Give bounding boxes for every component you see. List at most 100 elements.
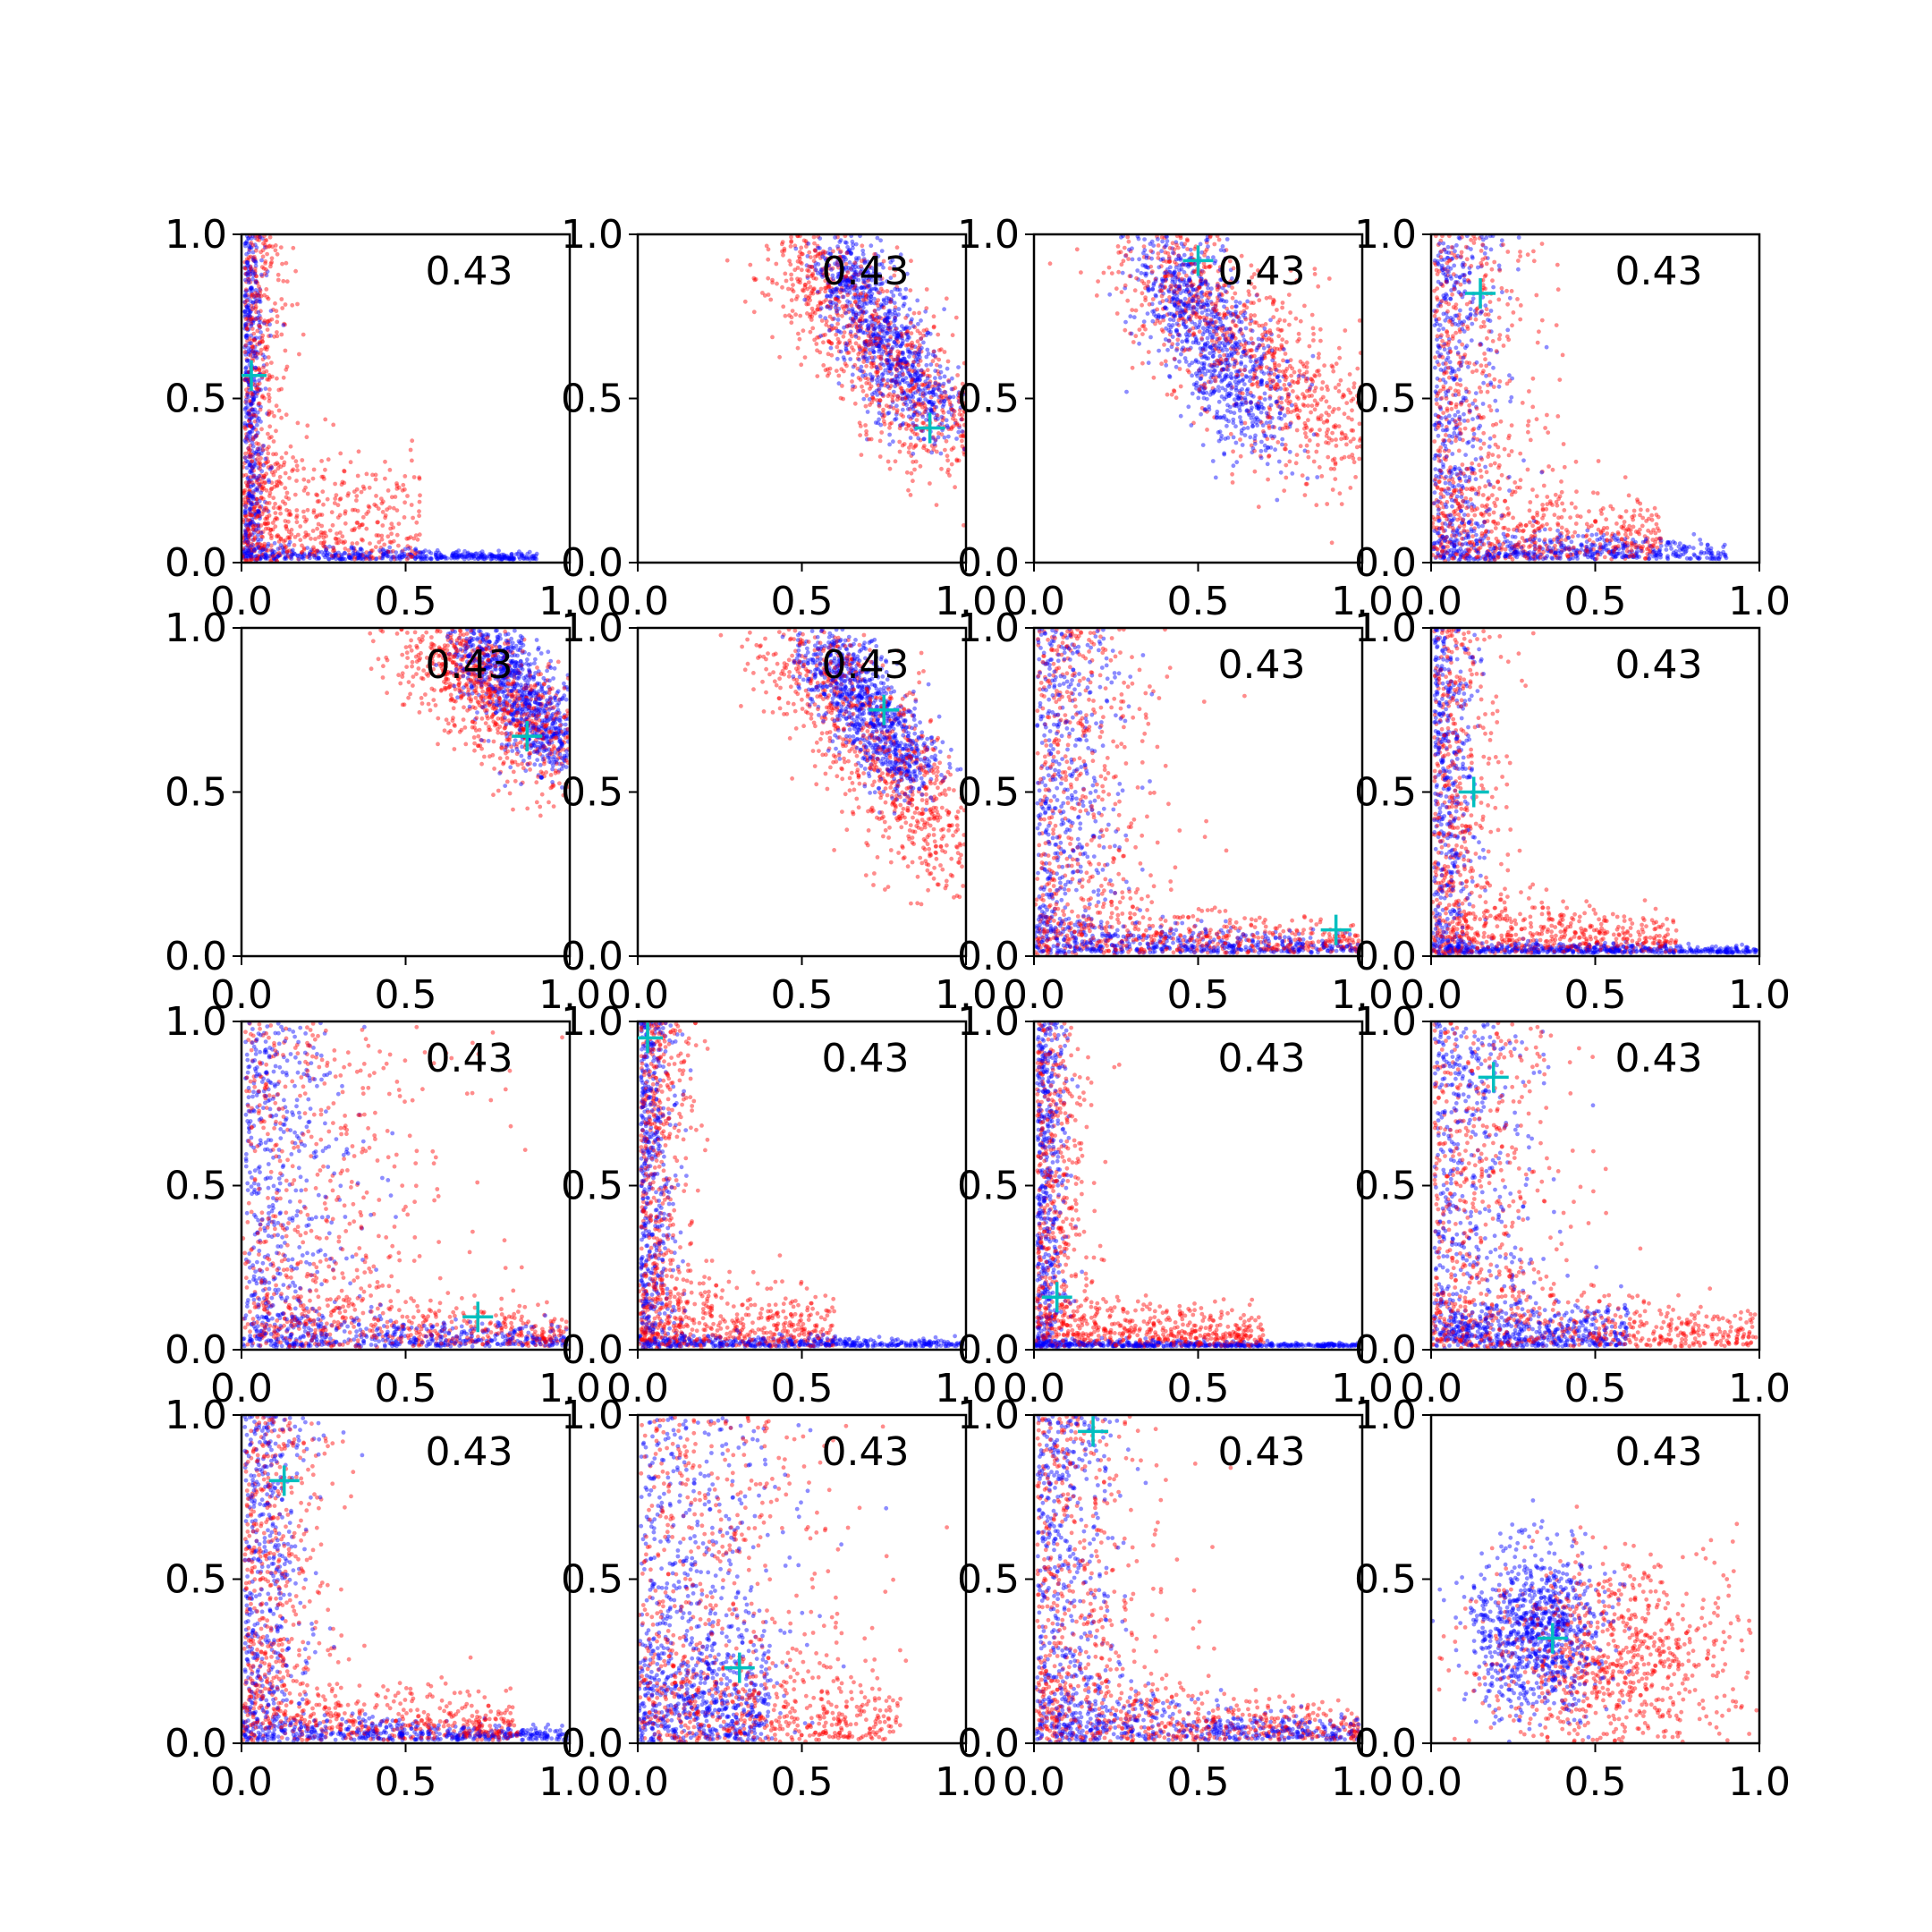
blue-point [246, 280, 251, 285]
blue-point [1251, 367, 1257, 372]
blue-point [873, 420, 878, 425]
blue-point [869, 243, 874, 249]
blue-point [287, 539, 292, 545]
blue-point [1148, 335, 1153, 340]
red-point [1240, 372, 1245, 377]
red-point [820, 270, 825, 275]
blue-point [886, 309, 892, 314]
red-point [1233, 324, 1239, 328]
red-point [867, 436, 871, 442]
red-point [889, 377, 894, 383]
blue-point [340, 556, 344, 562]
red-point [1174, 310, 1180, 316]
blue-point [258, 234, 263, 240]
blue-point [278, 543, 284, 547]
red-point [1153, 277, 1158, 282]
blue-point [255, 316, 260, 320]
blue-point [1249, 393, 1254, 398]
blue-point [1149, 256, 1154, 261]
red-point [250, 452, 255, 457]
red-point [868, 402, 872, 407]
blue-point [902, 356, 907, 361]
red-point [846, 350, 852, 355]
red-point [265, 377, 270, 382]
blue-point [883, 368, 888, 373]
blue-point [245, 548, 250, 553]
blue-point [242, 265, 248, 270]
red-point [1351, 396, 1356, 402]
blue-point [910, 380, 915, 386]
blue-point [1191, 305, 1197, 310]
blue-point [886, 359, 892, 364]
red-point [254, 441, 259, 446]
red-point [811, 234, 817, 240]
red-point [260, 394, 265, 399]
blue-point [519, 553, 524, 557]
red-point [302, 535, 308, 539]
red-point [318, 513, 323, 517]
blue-point [875, 343, 879, 349]
red-point [1279, 400, 1284, 405]
red-point [907, 445, 911, 450]
blue-point [921, 393, 927, 397]
blue-point [249, 324, 254, 328]
blue-point [1216, 285, 1222, 290]
blue-point [1205, 328, 1210, 334]
blue-point [521, 555, 526, 561]
red-point [861, 356, 867, 361]
red-point [258, 316, 263, 321]
blue-point [1107, 292, 1113, 297]
blue-point [1224, 423, 1229, 428]
red-point [262, 521, 267, 526]
blue-point [251, 530, 257, 535]
red-point [260, 254, 266, 259]
blue-point [1248, 375, 1253, 380]
blue-point [253, 487, 258, 492]
blue-point [242, 309, 248, 315]
blue-point [256, 512, 260, 517]
red-point [1265, 436, 1270, 442]
blue-point [844, 324, 850, 329]
red-point [835, 321, 840, 326]
red-point [920, 383, 926, 388]
blue-point [1142, 248, 1148, 253]
red-point [1174, 290, 1180, 295]
red-point [410, 458, 414, 463]
red-point [834, 303, 839, 308]
blue-point [511, 555, 515, 561]
red-point [852, 272, 857, 276]
red-point [275, 330, 279, 335]
red-point [267, 501, 272, 505]
blue-point [267, 322, 272, 327]
blue-point [886, 338, 891, 343]
red-point [250, 527, 256, 532]
red-point [786, 286, 791, 292]
red-point [891, 406, 896, 411]
blue-point [1191, 340, 1196, 345]
red-point [364, 512, 369, 516]
red-point [1298, 444, 1303, 449]
blue-point [844, 241, 849, 245]
red-point [1199, 352, 1203, 358]
red-point [1216, 336, 1221, 342]
red-point [856, 304, 861, 309]
red-point [846, 283, 852, 288]
blue-point [866, 270, 871, 275]
red-point [867, 381, 872, 386]
blue-point [1285, 359, 1291, 364]
blue-point [250, 285, 254, 291]
blue-point [1221, 367, 1226, 372]
blue-point [250, 398, 256, 403]
blue-point [1235, 343, 1240, 348]
red-point [329, 510, 335, 515]
red-point [1216, 268, 1221, 274]
blue-point [846, 265, 851, 270]
red-point [245, 483, 250, 488]
red-point [244, 432, 249, 436]
red-point [242, 532, 248, 538]
red-point [877, 398, 883, 403]
blue-point [916, 399, 921, 403]
blue-point [946, 434, 951, 439]
blue-point [1237, 329, 1242, 334]
blue-point [915, 377, 920, 382]
